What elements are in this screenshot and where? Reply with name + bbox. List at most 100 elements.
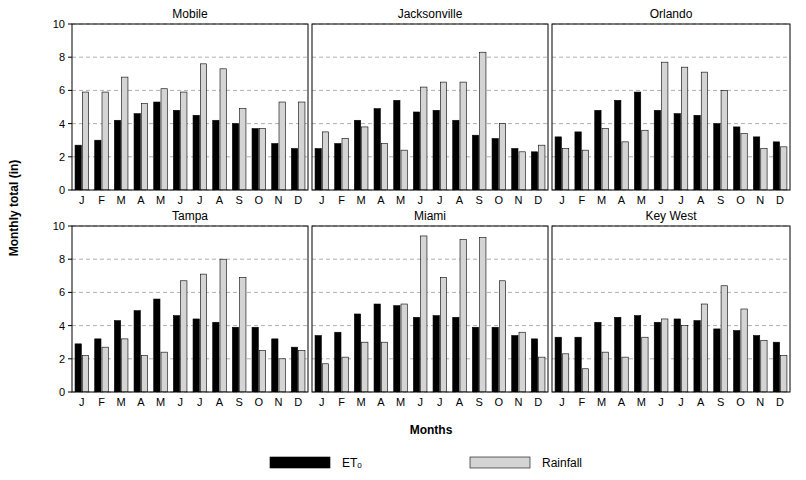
tick-mark [68,123,72,124]
grid-line [552,292,790,293]
bar [161,352,167,392]
bar [240,277,246,392]
bar [714,124,720,190]
y-tick-label: 8 [59,253,65,265]
bar [480,52,486,190]
bar [654,110,660,190]
bar [421,87,427,190]
tick-mark [68,24,72,25]
x-tick-label: A [377,194,385,206]
bar [279,102,285,190]
bar [75,344,81,392]
x-tick-label: J [559,194,565,206]
bar [519,152,525,190]
bar [381,342,387,392]
x-tick-label: A [618,194,626,206]
bars [315,236,545,392]
bar [394,306,400,392]
x-tick-label: F [338,396,345,408]
panel-title: Jacksonville [398,7,463,21]
grid-line [312,325,548,326]
x-tick-label: J [417,396,423,408]
grid-line [72,325,308,326]
bar [531,152,537,190]
bar [232,327,238,392]
bar [753,336,759,392]
y-tick-label: 6 [59,84,65,96]
y-tick-label: 10 [53,220,65,232]
x-tick-label: O [495,194,504,206]
bar [181,92,187,190]
x-tick-label: D [294,396,302,408]
y-tick-label: 2 [59,353,65,365]
grid-line [552,259,790,260]
x-tick-label: A [456,194,464,206]
bar [499,124,505,190]
bar [480,238,486,392]
x-tick-label: N [515,194,523,206]
bar [512,149,518,191]
x-tick-label: F [98,194,105,206]
x-tick-label: M [156,396,165,408]
bars [315,52,545,190]
bar [354,120,360,190]
bars [555,62,787,190]
bar [102,347,108,392]
bar [252,327,258,392]
bar [315,149,321,191]
bar [734,331,740,392]
bar [240,109,246,190]
bar [335,144,341,190]
bar [741,309,747,392]
x-tick-label: M [597,194,606,206]
bar [654,322,660,392]
x-tick-label: O [255,194,264,206]
bar [634,92,640,190]
bar [433,110,439,190]
x-tick-label: J [437,396,443,408]
legend-label: ETₒ [342,456,362,470]
bar [272,339,278,392]
x-tick-label: O [736,396,745,408]
grid-line [552,123,790,124]
bar [701,304,707,392]
bar [582,150,588,190]
bar [453,120,459,190]
x-tick-label: J [658,194,664,206]
bar [173,110,179,190]
x-tick-label: J [678,194,684,206]
x-tick-label: J [319,396,325,408]
bars [75,259,305,392]
grid-line [312,123,548,124]
x-tick-label: D [294,194,302,206]
bar [279,359,285,392]
plot-frame [552,24,790,190]
bar [193,115,199,190]
x-tick-label: A [618,396,626,408]
bar [82,355,88,392]
x-tick-label: J [319,194,325,206]
bar [662,62,668,190]
bar [492,139,498,190]
bar [555,137,561,190]
bars [75,64,305,190]
bar [95,140,101,190]
x-tick-label: M [357,396,366,408]
grid-line [552,90,790,91]
x-tick-label: J [437,194,443,206]
panel-title: Mobile [172,7,208,21]
bar [322,132,328,190]
bar [342,139,348,190]
bar [134,311,140,392]
tick-mark [68,358,72,359]
x-tick-label: J [177,396,183,408]
grid-line [312,90,548,91]
bar [539,357,545,392]
bar [595,322,601,392]
x-tick-label: A [377,396,385,408]
x-tick-label: O [495,396,504,408]
x-tick-label: J [197,194,203,206]
y-tick-label: 2 [59,151,65,163]
bar [315,336,321,392]
grid-line [72,292,308,293]
